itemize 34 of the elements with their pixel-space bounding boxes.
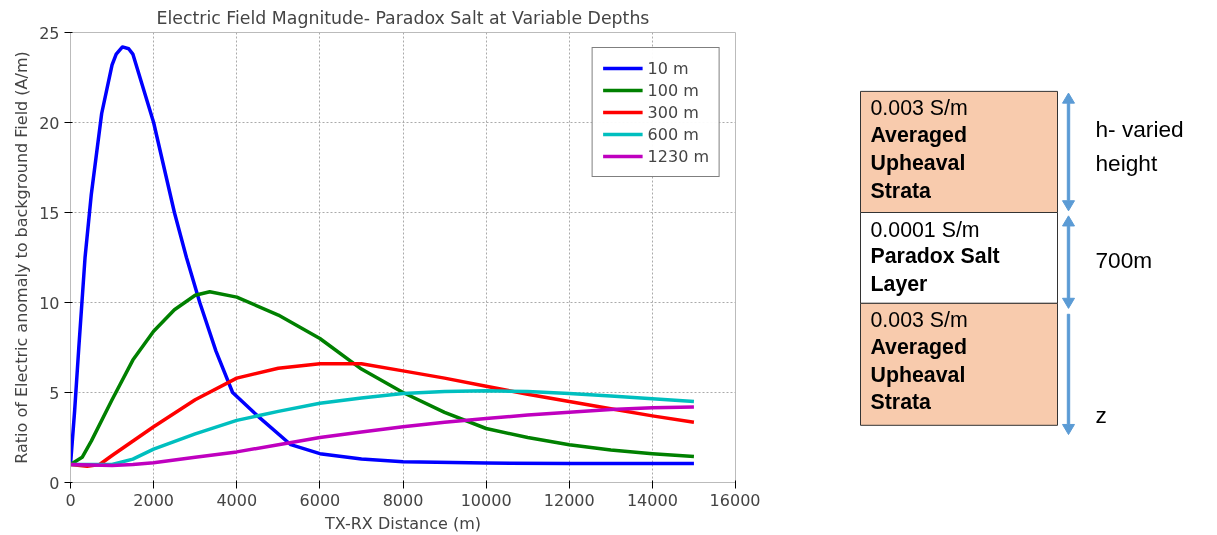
- x-tick-label: 16000: [709, 490, 761, 510]
- text: 700m: [1095, 246, 1153, 273]
- text: Averaged Upheaval Strata: [870, 123, 967, 203]
- text: 0.003 S/m: [870, 308, 968, 333]
- text: 0.003 S/m: [870, 96, 968, 121]
- text: 0.0001 S/m: [870, 217, 980, 242]
- x-tick-label: 10000: [460, 490, 512, 510]
- y-tick-label: 10: [39, 293, 60, 313]
- text: Averaged Upheaval Strata: [870, 335, 967, 415]
- legend-label: 100 m: [647, 80, 699, 100]
- x-tick-label: 0: [65, 490, 76, 510]
- legend-label: 600 m: [647, 124, 699, 144]
- legend-label: 10 m: [647, 58, 689, 78]
- x-tick-label: 6000: [299, 490, 341, 510]
- x-tick-label: 4000: [216, 490, 258, 510]
- text: h- varied height: [1095, 116, 1184, 176]
- y-axis-title: Ratio of Electric anomaly to background Field (A/m): [12, 51, 32, 464]
- y-tick-label: 25: [39, 23, 60, 43]
- y-tick-label: 15: [39, 203, 60, 223]
- chart-title: Electric Field Magnitude- Paradox Salt at Variable Depths: [156, 7, 650, 28]
- text: z: [1095, 402, 1107, 429]
- line-series: [70, 45, 696, 467]
- text: Paradox Salt Layer: [870, 244, 1000, 297]
- x-tick-label: 8000: [382, 490, 424, 510]
- legend-label: 1230 m: [647, 146, 709, 166]
- y-tick-label: 0: [49, 473, 60, 493]
- y-tick-label: 5: [49, 383, 60, 403]
- x-axis-title: TX-RX Distance (m): [324, 513, 481, 533]
- line-series: [70, 405, 696, 468]
- x-tick-label: 12000: [543, 490, 595, 510]
- x-tick-label: 14000: [626, 490, 678, 510]
- y-tick-label: 20: [39, 113, 60, 133]
- x-tick-label: 2000: [133, 490, 174, 510]
- legend-label: 300 m: [647, 102, 699, 122]
